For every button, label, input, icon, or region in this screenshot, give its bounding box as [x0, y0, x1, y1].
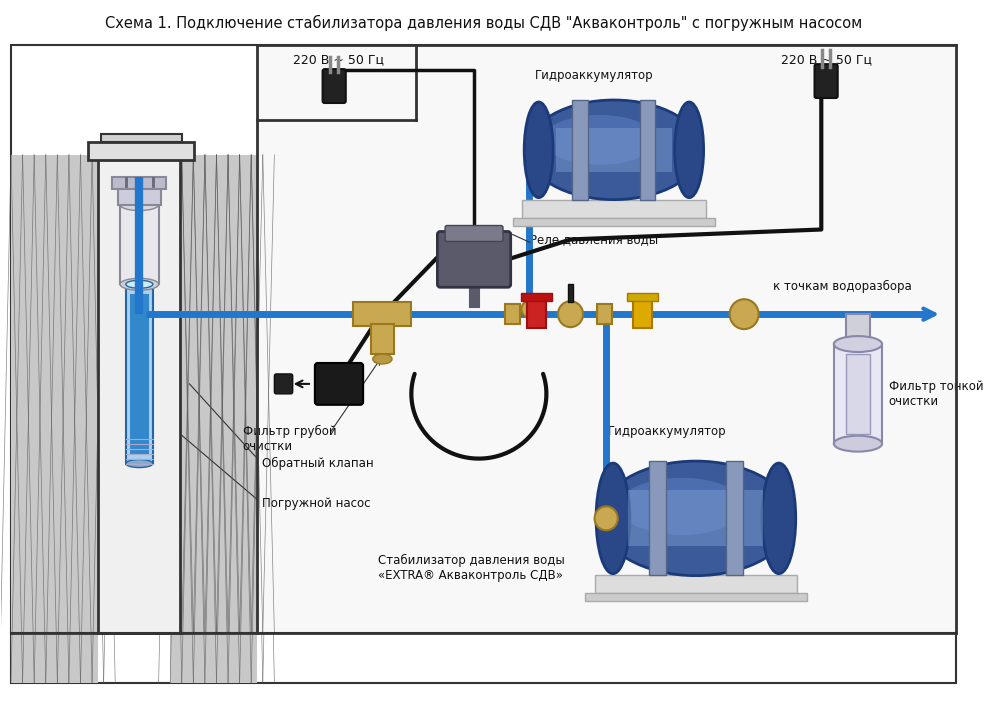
Bar — [585, 593, 807, 601]
Bar — [649, 461, 666, 575]
Ellipse shape — [126, 281, 153, 288]
Bar — [521, 293, 552, 301]
Bar — [11, 155, 98, 683]
Text: Погружной насос: Погружной насос — [262, 497, 370, 510]
Ellipse shape — [126, 460, 153, 468]
Text: Фильтр тонкой
очистки: Фильтр тонкой очистки — [889, 380, 983, 408]
Text: Гидроаккумулятор: Гидроаккумулятор — [608, 426, 726, 438]
Bar — [101, 134, 182, 142]
Ellipse shape — [762, 463, 796, 573]
Bar — [627, 293, 658, 301]
Ellipse shape — [834, 336, 882, 352]
Bar — [120, 205, 159, 284]
Bar — [126, 284, 153, 463]
Bar — [505, 304, 520, 324]
Circle shape — [521, 301, 537, 317]
Ellipse shape — [675, 102, 704, 198]
FancyBboxPatch shape — [437, 231, 511, 287]
Bar — [371, 324, 394, 354]
Bar — [633, 300, 652, 328]
Bar — [595, 575, 797, 593]
Text: Стабилизатор давления воды
«EXTRA® Акваконтроль СДВ»: Стабилизатор давления воды «EXTRA® Аквак… — [378, 554, 564, 582]
Ellipse shape — [120, 198, 159, 211]
Ellipse shape — [730, 299, 759, 329]
Bar — [353, 302, 411, 326]
Bar — [130, 294, 149, 453]
Bar — [118, 185, 161, 205]
FancyBboxPatch shape — [315, 363, 363, 405]
Text: 220 В ~ 50 Гц: 220 В ~ 50 Гц — [781, 54, 872, 66]
FancyBboxPatch shape — [815, 64, 838, 98]
Bar — [88, 142, 194, 160]
Bar — [513, 218, 715, 226]
Text: Обратный клапан: Обратный клапан — [262, 457, 373, 470]
Bar — [257, 45, 956, 155]
Ellipse shape — [599, 461, 792, 575]
Ellipse shape — [373, 354, 392, 364]
Ellipse shape — [527, 100, 701, 200]
Bar — [628, 491, 763, 546]
Text: Схема 1. Подключение стабилизатора давления воды СДВ "Акваконтроль" с погружным : Схема 1. Подключение стабилизатора давле… — [105, 15, 862, 31]
Ellipse shape — [834, 436, 882, 452]
Bar — [257, 45, 956, 633]
Bar — [98, 155, 180, 633]
Bar — [846, 354, 870, 433]
Text: 220 В ~ 50 Гц: 220 В ~ 50 Гц — [293, 54, 384, 66]
Ellipse shape — [543, 115, 656, 165]
Bar — [568, 284, 573, 302]
Circle shape — [595, 506, 618, 531]
Bar — [556, 128, 672, 172]
Bar — [726, 461, 743, 575]
Ellipse shape — [596, 463, 630, 573]
Ellipse shape — [120, 278, 159, 291]
Bar — [170, 155, 257, 633]
FancyBboxPatch shape — [274, 374, 293, 394]
Bar — [170, 155, 257, 683]
Ellipse shape — [524, 102, 553, 198]
Bar — [522, 200, 706, 218]
Bar — [572, 100, 588, 200]
Ellipse shape — [619, 478, 744, 535]
Text: Реле давления воды: Реле давления воды — [530, 233, 658, 246]
Ellipse shape — [558, 301, 583, 327]
Bar — [846, 314, 870, 344]
Text: к точкам водоразбора: к точкам водоразбора — [773, 280, 912, 293]
Text: Фильтр грубой
очистки: Фильтр грубой очистки — [243, 425, 336, 453]
Text: Гидроаккумулятор: Гидроаккумулятор — [535, 69, 654, 81]
Bar — [640, 100, 655, 200]
Bar — [112, 176, 166, 188]
Bar — [597, 304, 612, 324]
FancyBboxPatch shape — [323, 69, 346, 103]
Bar — [834, 344, 882, 443]
Bar — [527, 300, 546, 328]
FancyBboxPatch shape — [445, 226, 503, 241]
